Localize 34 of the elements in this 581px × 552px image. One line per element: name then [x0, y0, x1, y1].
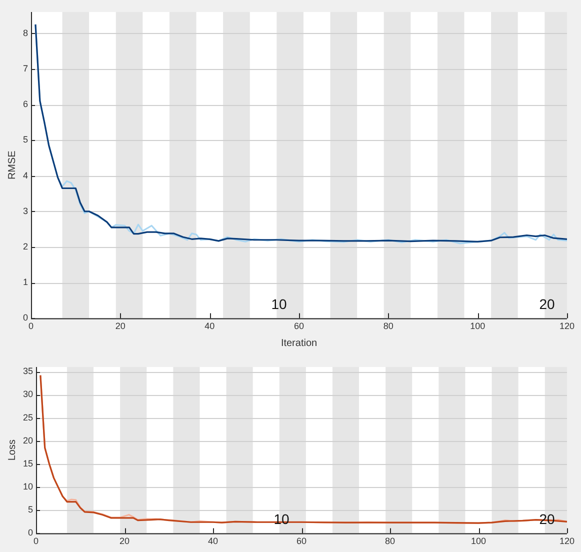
y-tick-label: 10 [22, 482, 34, 492]
x-tick-label: 20 [120, 536, 130, 546]
annotation: 20 [539, 296, 555, 312]
x-tick-label: 120 [559, 536, 575, 546]
x-tick-label: 40 [208, 536, 218, 546]
annotation: 10 [271, 296, 287, 312]
y-tick-label: 0 [28, 528, 34, 538]
y-tick-label: 6 [22, 99, 28, 110]
y-tick-label: 0 [22, 312, 28, 323]
y-tick-label: 7 [22, 63, 28, 74]
y-axis-title: Loss [6, 440, 18, 461]
y-tick-label: 2 [22, 241, 28, 252]
y-tick-label: 25 [22, 412, 34, 422]
x-tick-label: 80 [383, 321, 394, 332]
y-axis-title: RMSE [6, 150, 18, 180]
y-tick-label: 1 [22, 277, 28, 288]
x-tick-label: 60 [296, 536, 307, 546]
y-tick-label: 4 [22, 170, 28, 180]
x-tick-label: 120 [559, 321, 575, 332]
x-tick-label: 100 [470, 536, 486, 546]
y-tick-label: 15 [22, 458, 34, 468]
y-tick-label: 30 [22, 389, 34, 400]
y-tick-label: 20 [22, 435, 34, 446]
y-tick-label: 5 [22, 134, 28, 145]
x-tick-label: 20 [115, 321, 126, 332]
y-tick-label: 5 [28, 504, 34, 515]
x-tick-label: 80 [384, 536, 396, 546]
y-tick-label: 35 [22, 366, 34, 376]
x-tick-label: 60 [294, 321, 304, 332]
x-axis-title: Iteration [280, 338, 318, 349]
y-tick-label: 3 [22, 206, 28, 216]
x-tick-label: 40 [204, 321, 215, 332]
x-tick-label: 100 [470, 321, 486, 332]
y-tick-label: 8 [22, 28, 28, 38]
